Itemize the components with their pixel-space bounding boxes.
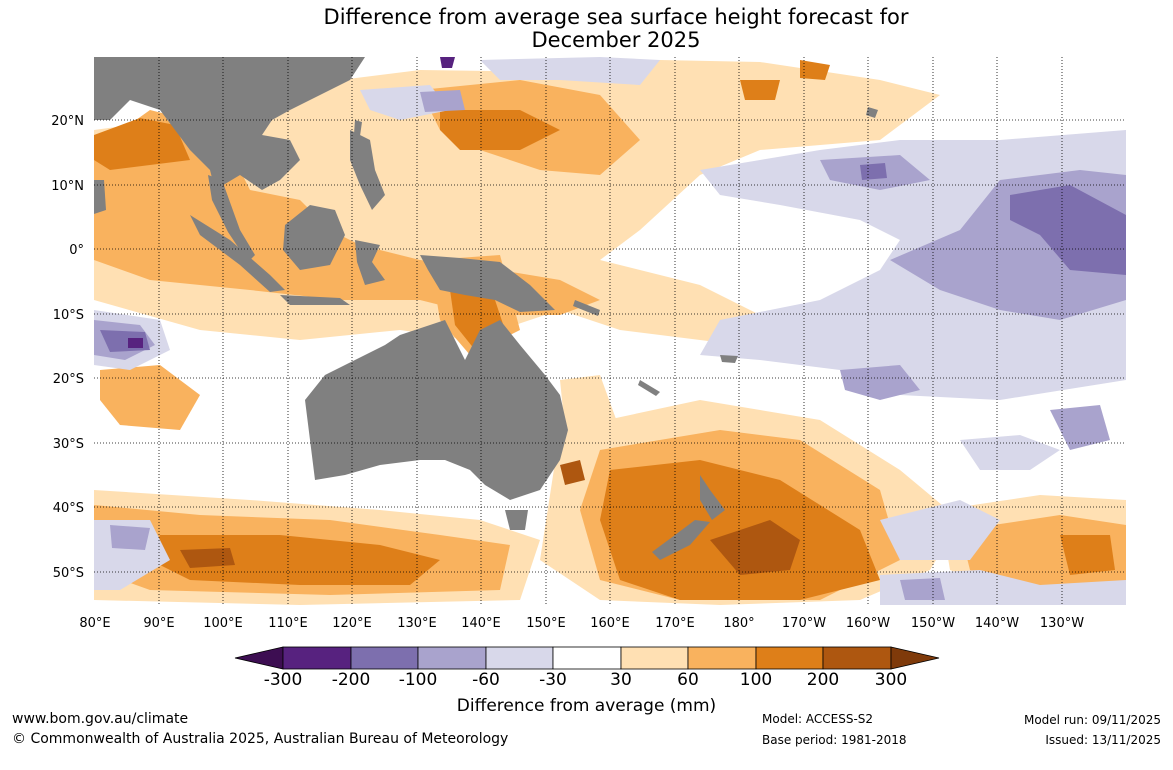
lon-label: 170°E xyxy=(655,616,695,631)
lat-label: 20°N xyxy=(51,114,84,129)
lon-label: 160°E xyxy=(590,616,630,631)
graticule xyxy=(94,57,1126,605)
landmass-new-guinea xyxy=(420,255,555,312)
landmass-philippines xyxy=(350,130,385,210)
landmass-hawaii xyxy=(866,107,878,118)
anomaly-dark-purple xyxy=(100,163,1126,352)
landmass-malay-peninsula xyxy=(208,175,255,262)
colorbar-bin xyxy=(552,646,622,670)
footer-base-period: Base period: 1981-2018 xyxy=(762,733,907,747)
colorbar-tick: 300 xyxy=(874,670,908,690)
landmass-new-zealand-north xyxy=(700,475,725,520)
lat-label: 10°S xyxy=(53,308,84,323)
lon-label: 150°E xyxy=(526,616,566,631)
lon-label: 130°W xyxy=(1040,616,1084,631)
lon-label: 140°W xyxy=(975,616,1019,631)
lon-label: 90°E xyxy=(143,616,174,631)
colorbar-tick: -100 xyxy=(398,670,438,690)
lat-label: 50°S xyxy=(53,566,84,581)
anomaly-deep-purple xyxy=(128,57,455,348)
lon-label: 100°E xyxy=(203,616,243,631)
colorbar-tick: -30 xyxy=(539,670,567,690)
footer-issued: Issued: 13/11/2025 xyxy=(1045,733,1161,747)
lat-label: 20°S xyxy=(53,372,84,387)
colorbar-bin xyxy=(485,646,554,670)
lon-label: 170°W xyxy=(782,616,826,631)
footer-model: Model: ACCESS-S2 xyxy=(762,712,874,726)
footer-copyright: © Commonwealth of Australia 2025, Austra… xyxy=(12,731,509,747)
colorbar-low-extension xyxy=(234,646,284,670)
landmass-asia xyxy=(94,57,365,190)
lon-label: 110°E xyxy=(268,616,308,631)
landmass-java xyxy=(280,295,350,305)
landmass-sulawesi xyxy=(355,240,385,285)
footer-url[interactable]: www.bom.gov.au/climate xyxy=(12,711,189,727)
colorbar-bin xyxy=(417,646,487,670)
landmass-india xyxy=(94,180,106,214)
lon-label: 130°E xyxy=(397,616,437,631)
colorbar-tick: -200 xyxy=(331,670,371,690)
landmass-new-caledonia xyxy=(638,380,660,396)
map-field xyxy=(94,57,1126,605)
colorbar-bin xyxy=(350,646,419,670)
colorbar-tick: 100 xyxy=(739,670,773,690)
title-line-2: December 2025 xyxy=(531,28,701,52)
landmass-taiwan xyxy=(354,120,362,136)
colorbar-tick: 200 xyxy=(806,670,840,690)
lon-label: 160°W xyxy=(846,616,890,631)
landmass-new-zealand-south xyxy=(652,520,710,560)
colorbar-tick: 60 xyxy=(677,670,699,690)
colorbar-bin xyxy=(755,646,824,670)
land xyxy=(94,57,878,560)
lat-label: 40°S xyxy=(53,501,84,516)
lat-label: 10°N xyxy=(51,179,84,194)
lat-label: 0° xyxy=(69,243,84,258)
landmass-fiji xyxy=(720,355,738,363)
colorbar-tick: 30 xyxy=(610,670,632,690)
colorbar-bin xyxy=(687,646,757,670)
landmass-borneo xyxy=(283,205,345,270)
landmass-sumatra xyxy=(190,215,285,292)
lon-label: 180° xyxy=(723,616,754,631)
lon-label: 80°E xyxy=(79,616,110,631)
landmass-australia xyxy=(305,320,568,500)
landmass-tasmania xyxy=(505,510,528,530)
colorbar-label: Difference from average (mm) xyxy=(456,696,717,716)
lat-label: 30°S xyxy=(53,437,84,452)
colorbar-bin xyxy=(822,646,892,670)
colorbar-high-extension xyxy=(890,646,940,670)
colorbar-bin xyxy=(620,646,689,670)
lon-label: 140°E xyxy=(461,616,501,631)
lon-label: 120°E xyxy=(332,616,372,631)
lon-label: 150°W xyxy=(911,616,955,631)
colorbar-bin xyxy=(282,646,352,670)
footer-model-run: Model run: 09/11/2025 xyxy=(1023,713,1161,727)
title-line-1: Difference from average sea surface heig… xyxy=(323,5,909,29)
landmass-solomon-islands xyxy=(573,300,600,316)
colorbar xyxy=(234,646,940,670)
anomaly-brown xyxy=(180,460,800,575)
colorbar-tick: -300 xyxy=(263,670,303,690)
colorbar-tick: -60 xyxy=(472,670,500,690)
